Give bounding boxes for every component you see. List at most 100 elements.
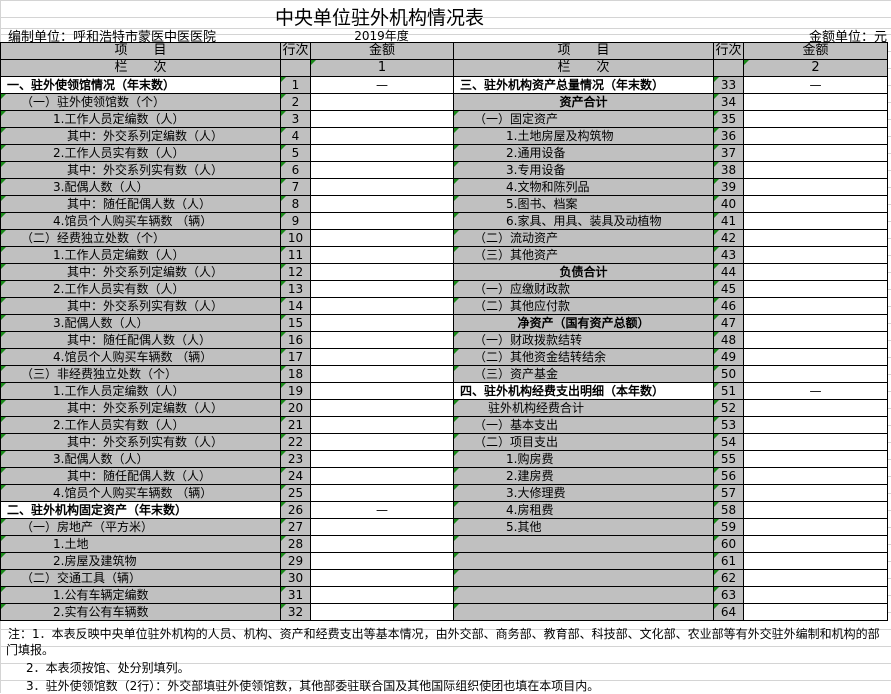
column-blank[interactable]: [280, 59, 311, 77]
item-cell[interactable]: 其中：随任配偶人数（人）: [0, 195, 281, 213]
item-cell[interactable]: 其中：随任配偶人数（人）: [0, 467, 281, 485]
row-number[interactable]: 62: [713, 569, 744, 587]
amount-cell[interactable]: [310, 348, 454, 366]
item-cell[interactable]: （二）其他资金结转结余: [453, 348, 714, 366]
item-cell[interactable]: 资产合计: [453, 93, 714, 111]
row-number[interactable]: 17: [280, 348, 311, 366]
note-3[interactable]: 3．驻外使领馆数（2行）：外交部填驻外使领馆数，其他部委驻联合国及其他国际组织使…: [14, 679, 600, 693]
row-number[interactable]: 36: [713, 127, 744, 145]
item-cell[interactable]: 其中：外交系列定编数（人）: [0, 127, 281, 145]
item-cell[interactable]: （三）其他资产: [453, 246, 714, 264]
row-number[interactable]: 47: [713, 314, 744, 332]
header-amount[interactable]: 金额: [310, 42, 454, 60]
row-number[interactable]: 32: [280, 603, 311, 621]
amount-cell[interactable]: —: [743, 382, 888, 400]
item-cell[interactable]: 2.实有公有车辆数: [0, 603, 281, 621]
row-number[interactable]: 26: [280, 501, 311, 519]
item-cell[interactable]: （一）基本支出: [453, 416, 714, 434]
amount-cell[interactable]: [310, 382, 454, 400]
row-number[interactable]: 42: [713, 229, 744, 247]
item-cell[interactable]: （二）流动资产: [453, 229, 714, 247]
amount-cell[interactable]: [743, 93, 888, 111]
item-cell[interactable]: （三）非经费独立处数（个）: [0, 365, 281, 383]
row-number[interactable]: 23: [280, 450, 311, 468]
item-cell[interactable]: 5.图书、档案: [453, 195, 714, 213]
row-number[interactable]: 2: [280, 93, 311, 111]
row-number[interactable]: 50: [713, 365, 744, 383]
column-number[interactable]: 2: [743, 59, 888, 77]
amount-cell[interactable]: [743, 450, 888, 468]
header-row-no[interactable]: 行次: [713, 42, 744, 60]
item-cell[interactable]: 2.建房费: [453, 467, 714, 485]
amount-cell[interactable]: [310, 603, 454, 621]
amount-cell[interactable]: [310, 416, 454, 434]
amount-cell[interactable]: —: [310, 501, 454, 519]
amount-cell[interactable]: [743, 280, 888, 298]
row-number[interactable]: 38: [713, 161, 744, 179]
item-cell[interactable]: 5.其他: [453, 518, 714, 536]
amount-cell[interactable]: [743, 416, 888, 434]
amount-cell[interactable]: [310, 433, 454, 451]
item-cell[interactable]: 2.工作人员实有数（人）: [0, 280, 281, 298]
row-number[interactable]: 27: [280, 518, 311, 536]
item-cell[interactable]: （一）固定资产: [453, 110, 714, 128]
item-cell[interactable]: 4.馆员个人购买车辆数 （辆）: [0, 212, 281, 230]
row-number[interactable]: 60: [713, 535, 744, 553]
item-cell[interactable]: 3.配偶人数（人）: [0, 450, 281, 468]
amount-cell[interactable]: [310, 195, 454, 213]
amount-cell[interactable]: [310, 212, 454, 230]
amount-cell[interactable]: [310, 314, 454, 332]
row-number[interactable]: 20: [280, 399, 311, 417]
row-number[interactable]: 48: [713, 331, 744, 349]
amount-cell[interactable]: [743, 263, 888, 281]
row-number[interactable]: 6: [280, 161, 311, 179]
header-item[interactable]: 项 目: [453, 42, 714, 60]
item-cell[interactable]: 4.馆员个人购买车辆数 （辆）: [0, 348, 281, 366]
item-cell[interactable]: [453, 569, 714, 587]
item-cell[interactable]: 2.工作人员实有数（人）: [0, 416, 281, 434]
row-number[interactable]: 5: [280, 144, 311, 162]
row-number[interactable]: 1: [280, 76, 311, 94]
amount-cell[interactable]: [743, 348, 888, 366]
amount-cell[interactable]: [310, 569, 454, 587]
amount-cell[interactable]: [743, 246, 888, 264]
row-number[interactable]: 35: [713, 110, 744, 128]
amount-cell[interactable]: [743, 212, 888, 230]
row-number[interactable]: 45: [713, 280, 744, 298]
row-number[interactable]: 22: [280, 433, 311, 451]
amount-cell[interactable]: [743, 467, 888, 485]
amount-cell[interactable]: [310, 535, 454, 553]
amount-cell[interactable]: [310, 552, 454, 570]
item-cell[interactable]: 1.公有车辆定编数: [0, 586, 281, 604]
amount-cell[interactable]: [310, 144, 454, 162]
amount-cell[interactable]: —: [743, 76, 888, 94]
item-cell[interactable]: 3.配偶人数（人）: [0, 178, 281, 196]
item-cell[interactable]: 其中：外交系列实有数（人）: [0, 161, 281, 179]
row-number[interactable]: 57: [713, 484, 744, 502]
amount-cell[interactable]: [743, 161, 888, 179]
amount-cell[interactable]: —: [310, 76, 454, 94]
amount-cell[interactable]: [743, 603, 888, 621]
amount-cell[interactable]: [743, 535, 888, 553]
note-2[interactable]: 2．本表须按馆、处分别填列。: [14, 661, 190, 675]
row-number[interactable]: 18: [280, 365, 311, 383]
row-number[interactable]: 56: [713, 467, 744, 485]
row-number[interactable]: 24: [280, 467, 311, 485]
amount-cell[interactable]: [743, 195, 888, 213]
item-cell[interactable]: （三）资产基金: [453, 365, 714, 383]
item-cell[interactable]: 1.工作人员定编数（人）: [0, 110, 281, 128]
amount-cell[interactable]: [743, 518, 888, 536]
item-cell[interactable]: [453, 552, 714, 570]
item-cell[interactable]: 1.工作人员定编数（人）: [0, 382, 281, 400]
row-number[interactable]: 31: [280, 586, 311, 604]
row-number[interactable]: 4: [280, 127, 311, 145]
row-number[interactable]: 61: [713, 552, 744, 570]
note-1-cont[interactable]: 门填报。: [6, 643, 55, 657]
item-cell[interactable]: 其中：随任配偶人数（人）: [0, 331, 281, 349]
amount-cell[interactable]: [310, 280, 454, 298]
row-number[interactable]: 25: [280, 484, 311, 502]
item-cell[interactable]: （二）经费独立处数（个）: [0, 229, 281, 247]
item-cell[interactable]: 2.通用设备: [453, 144, 714, 162]
item-cell[interactable]: 2.工作人员实有数（人）: [0, 144, 281, 162]
row-number[interactable]: 28: [280, 535, 311, 553]
